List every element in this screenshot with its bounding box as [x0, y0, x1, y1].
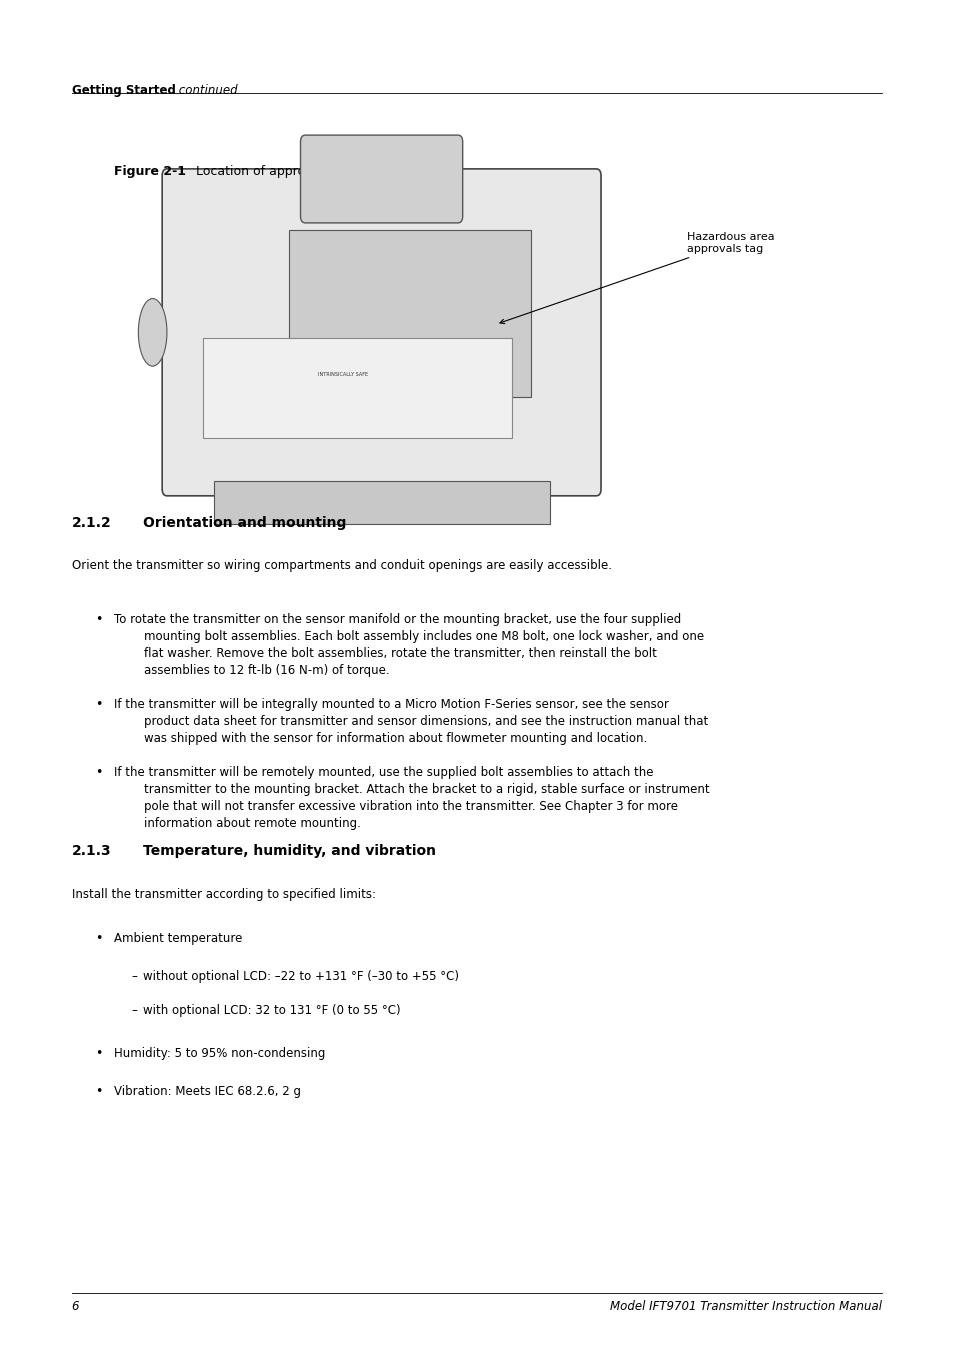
Text: •: • [95, 932, 103, 946]
Text: Location of approvals tag: Location of approvals tag [195, 165, 355, 178]
Text: •: • [95, 766, 103, 780]
Text: Orientation and mounting: Orientation and mounting [143, 516, 346, 530]
Text: 2.1.2: 2.1.2 [71, 516, 112, 530]
Text: Hazardous area
approvals tag: Hazardous area approvals tag [499, 232, 774, 324]
Text: Ambient temperature: Ambient temperature [114, 932, 243, 946]
Text: Temperature, humidity, and vibration: Temperature, humidity, and vibration [143, 844, 436, 858]
Text: 2.1.3: 2.1.3 [71, 844, 112, 858]
FancyBboxPatch shape [289, 230, 531, 397]
Text: –: – [132, 970, 137, 984]
Text: •: • [95, 698, 103, 712]
Text: INTRINSICALLY SAFE: INTRINSICALLY SAFE [318, 372, 368, 377]
Text: without optional LCD: –22 to +131 °F (–30 to +55 °C): without optional LCD: –22 to +131 °F (–3… [143, 970, 458, 984]
Text: continued: continued [174, 84, 237, 97]
Text: 6: 6 [71, 1300, 79, 1313]
Text: If the transmitter will be remotely mounted, use the supplied bolt assemblies to: If the transmitter will be remotely moun… [114, 766, 709, 830]
Text: Orient the transmitter so wiring compartments and conduit openings are easily ac: Orient the transmitter so wiring compart… [71, 559, 611, 573]
FancyBboxPatch shape [203, 338, 512, 438]
Text: Install the transmitter according to specified limits:: Install the transmitter according to spe… [71, 888, 375, 901]
FancyBboxPatch shape [162, 169, 600, 496]
Text: To rotate the transmitter on the sensor manifold or the mounting bracket, use th: To rotate the transmitter on the sensor … [114, 613, 704, 677]
Ellipse shape [138, 299, 167, 366]
Text: –: – [132, 1004, 137, 1017]
Text: Vibration: Meets IEC 68.2.6, 2 g: Vibration: Meets IEC 68.2.6, 2 g [114, 1085, 301, 1098]
Text: •: • [95, 1047, 103, 1061]
Text: •: • [95, 1085, 103, 1098]
Text: If the transmitter will be integrally mounted to a Micro Motion F-Series sensor,: If the transmitter will be integrally mo… [114, 698, 708, 746]
Text: Model IFT9701 Transmitter Instruction Manual: Model IFT9701 Transmitter Instruction Ma… [610, 1300, 882, 1313]
Text: Getting Started: Getting Started [71, 84, 175, 97]
Text: •: • [95, 613, 103, 627]
FancyBboxPatch shape [213, 481, 549, 524]
Text: with optional LCD: 32 to 131 °F (0 to 55 °C): with optional LCD: 32 to 131 °F (0 to 55… [143, 1004, 400, 1017]
Text: Humidity: 5 to 95% non-condensing: Humidity: 5 to 95% non-condensing [114, 1047, 326, 1061]
Text: Figure 2-1: Figure 2-1 [114, 165, 186, 178]
FancyBboxPatch shape [300, 135, 462, 223]
